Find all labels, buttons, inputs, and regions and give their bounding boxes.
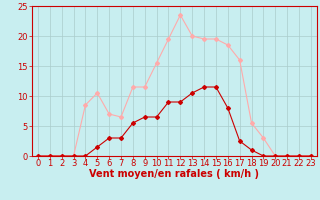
X-axis label: Vent moyen/en rafales ( km/h ): Vent moyen/en rafales ( km/h ) — [89, 169, 260, 179]
